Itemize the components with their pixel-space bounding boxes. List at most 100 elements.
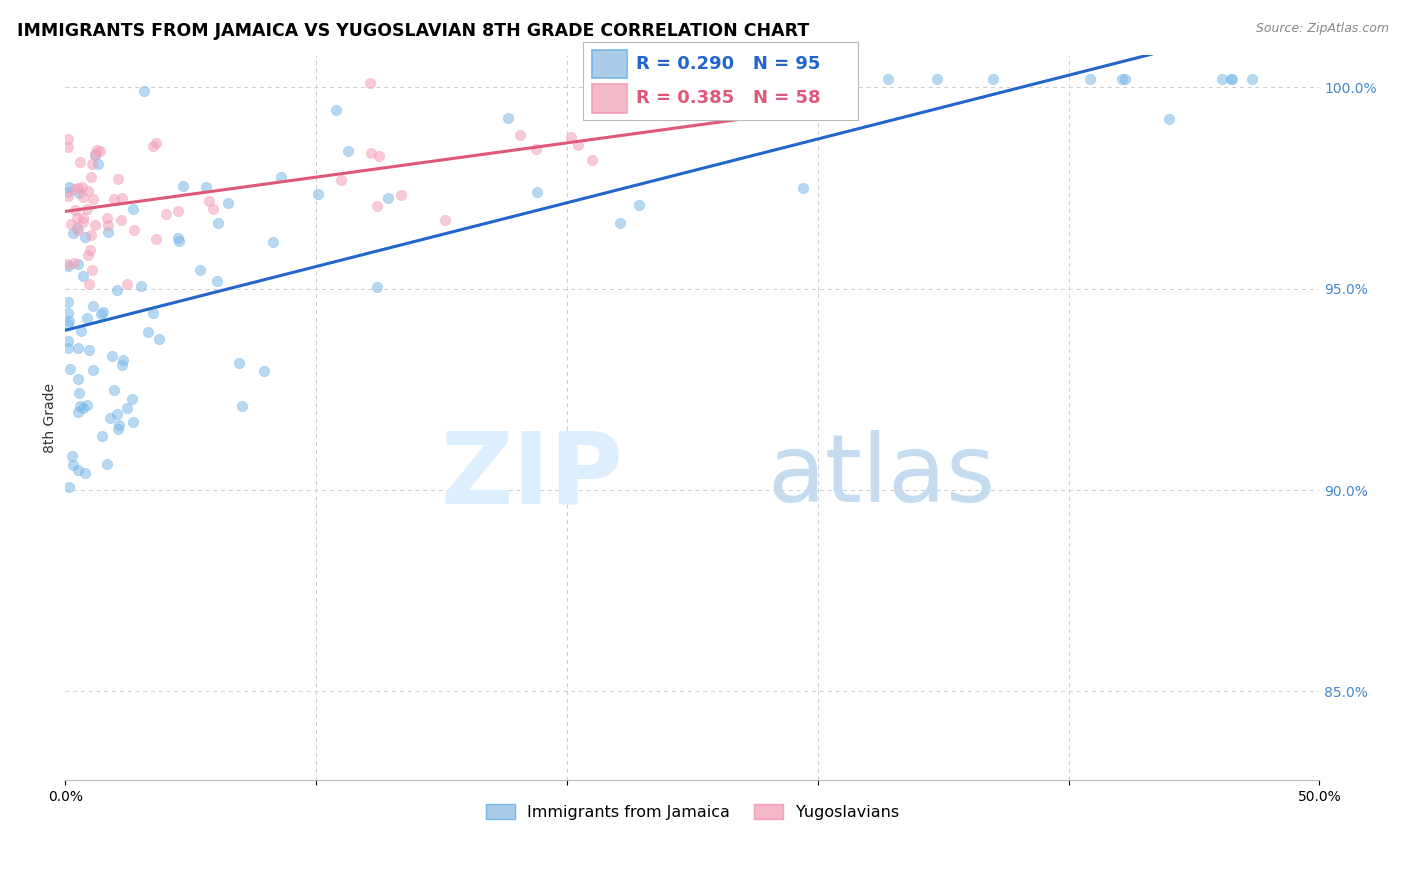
Point [59,217,82,231]
Point [70,179,93,194]
Point [627,198,650,212]
Point [368,149,391,163]
Point [167,204,190,219]
Point [360,145,382,160]
Point [77,248,100,262]
Point [366,279,388,293]
Point [107,422,129,436]
Point [67,186,90,201]
Text: R = 0.385   N = 58: R = 0.385 N = 58 [636,89,820,107]
Point [567,138,589,153]
Point [66,463,89,477]
Point [83,218,105,232]
Point [103,192,125,206]
Point [58,186,80,200]
Point [66,342,89,356]
Point [84,147,107,161]
Point [70,324,93,338]
Point [145,136,167,150]
Point [93,305,115,319]
Point [262,235,284,249]
Point [122,202,145,216]
Point [63,181,86,195]
Point [201,202,224,216]
Point [91,429,114,443]
Point [377,191,399,205]
Point [693,82,716,96]
Point [56,306,79,320]
Point [72,190,94,204]
Point [389,188,412,202]
Point [526,185,548,199]
Point [110,213,132,227]
Point [80,169,103,184]
Point [77,343,100,357]
Point [82,362,104,376]
Point [97,226,120,240]
Point [67,257,90,271]
Point [97,218,120,232]
Point [69,155,91,169]
Point [89,144,111,158]
Point [76,397,98,411]
Point [681,72,703,87]
Point [755,72,778,87]
Point [66,180,89,194]
Point [56,260,79,274]
Point [90,307,112,321]
Point [925,72,948,87]
Point [132,84,155,98]
Point [145,232,167,246]
Point [65,220,87,235]
Point [56,334,79,348]
Point [62,227,84,241]
Point [1078,72,1101,87]
Point [142,306,165,320]
Point [67,223,90,237]
Point [111,358,134,372]
Text: R = 0.290   N = 95: R = 0.290 N = 95 [636,55,820,73]
Point [207,216,229,230]
Point [56,140,79,154]
Point [112,352,135,367]
Point [105,284,128,298]
Point [69,399,91,413]
Point [76,202,98,216]
Point [188,262,211,277]
Point [77,277,100,292]
Point [79,243,101,257]
Text: ZIP: ZIP [440,427,623,524]
Point [86,143,108,157]
Point [60,449,83,463]
Point [76,310,98,325]
Point [80,263,103,277]
Point [67,385,90,400]
Point [98,411,121,425]
Point [509,128,531,143]
Point [101,349,124,363]
Point [207,274,229,288]
Point [63,256,86,270]
Point [58,180,80,194]
Text: IMMIGRANTS FROM JAMAICA VS YUGOSLAVIAN 8TH GRADE CORRELATION CHART: IMMIGRANTS FROM JAMAICA VS YUGOSLAVIAN 8… [17,22,808,40]
Point [1211,72,1233,87]
Point [111,192,134,206]
Point [80,228,103,243]
Point [609,216,631,230]
Point [66,211,89,226]
FancyBboxPatch shape [592,50,627,78]
Point [96,457,118,471]
Legend: Immigrants from Jamaica, Yugoslavians: Immigrants from Jamaica, Yugoslavians [479,798,905,826]
Point [1111,72,1133,87]
Point [129,279,152,293]
Point [1220,72,1243,87]
Point [496,112,519,126]
Point [217,196,239,211]
Point [62,458,84,472]
Point [330,172,353,186]
FancyBboxPatch shape [592,85,627,112]
Point [58,480,80,494]
Point [67,372,90,386]
Point [877,72,900,87]
Point [671,72,693,87]
